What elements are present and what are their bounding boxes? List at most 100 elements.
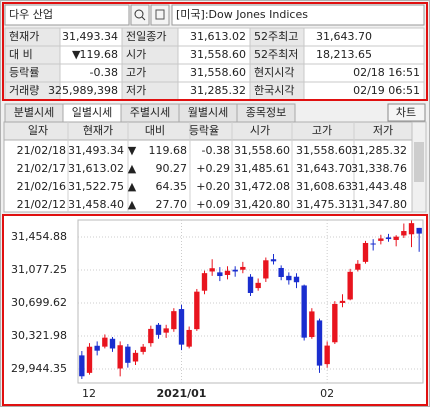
y-tick-label: 30,699.62 (11, 296, 67, 309)
candle-body (178, 309, 185, 345)
quote-value: 02/18 16:51 (353, 66, 420, 79)
daily-cell: 21/02/17 (17, 162, 66, 175)
candle-body (224, 270, 231, 275)
quote-label: 현재가 (9, 30, 39, 43)
daily-cell: ▼ (128, 144, 137, 157)
daily-cell: 31,485.61 (234, 162, 290, 175)
option-icon (155, 9, 165, 20)
x-tick-label: 12 (82, 387, 96, 400)
candle-body (286, 275, 292, 281)
quote-value: 31,493.34 (62, 30, 118, 43)
daily-cell: 31,522.75 (68, 180, 124, 193)
highlight-box (2, 2, 428, 101)
search-icon (141, 16, 146, 21)
candle-body (355, 263, 361, 270)
candle-body (332, 303, 338, 343)
chart-button[interactable] (387, 103, 426, 122)
candle-body (240, 266, 246, 270)
candle-body (370, 243, 376, 245)
daily-cell: 31,613.02 (68, 162, 124, 175)
candle-body (416, 227, 422, 234)
search-button[interactable] (130, 4, 150, 26)
daily-cell: 31,472.08 (234, 180, 290, 193)
candle-body (278, 267, 284, 277)
candle-body (255, 282, 261, 289)
quote-value: 119.68 (80, 48, 119, 61)
daily-cell: ▲ (128, 180, 137, 193)
x-tick-label: 2021/01 (157, 387, 207, 400)
candle-body (102, 337, 108, 347)
daily-cell: 21/02/12 (17, 198, 66, 211)
daily-cell: 31,475.31 (296, 198, 352, 211)
y-tick-label: 30,321.98 (11, 329, 67, 342)
column-header: 고가 (312, 124, 332, 137)
candle-body (140, 346, 146, 352)
quote-label: 고가 (126, 66, 146, 79)
candle-body (316, 320, 323, 366)
daily-cell: 31,558.60 (296, 144, 352, 157)
plot-border (77, 219, 424, 384)
quote-value: 31,558.60 (190, 66, 246, 79)
chart-area (4, 216, 426, 404)
y-tick-label: 31,454.88 (11, 230, 67, 243)
candle-body (232, 269, 238, 272)
highlight-box (2, 214, 428, 406)
candle-body (109, 338, 116, 349)
column-header: 현재가 (83, 124, 113, 137)
tab-label: 월별시세 (188, 106, 228, 119)
quote-label: 한국시각 (254, 84, 294, 97)
candle-body (401, 231, 407, 236)
candle-body (408, 223, 415, 235)
candle-body (293, 276, 300, 283)
daily-cell: 31,338.76 (351, 162, 407, 175)
daily-cell: ▲ (128, 162, 137, 175)
column-header: 시가 (250, 124, 270, 137)
candle-body (125, 346, 131, 363)
candle-body (270, 259, 277, 262)
candle-body (263, 260, 269, 279)
scroll-thumb[interactable] (414, 142, 424, 182)
candle-body (393, 236, 399, 240)
quote-value: 18,213.65 (316, 48, 372, 61)
daily-cell: -0.38 (202, 144, 230, 157)
candle-body (163, 328, 169, 333)
quote-value: 31,613.02 (190, 30, 246, 43)
market-name: [미국]:Dow Jones Indices (176, 8, 308, 21)
candle-body (155, 324, 162, 335)
quote-value: 31,643.70 (316, 30, 372, 43)
column-header: 등락율 (189, 124, 219, 137)
daily-cell: 31,285.32 (351, 144, 407, 157)
candle-body (385, 237, 392, 240)
tab[interactable] (236, 103, 296, 123)
column-header: 일자 (28, 123, 48, 137)
daily-cell: 31,347.80 (351, 198, 407, 211)
daily-cell: ▲ (128, 198, 137, 211)
candle-body (347, 271, 353, 300)
search-input[interactable] (4, 4, 130, 26)
y-tick-label: 29,944.35 (11, 362, 67, 375)
quote-value: 31,285.32 (190, 84, 246, 97)
candle-body (201, 273, 208, 291)
quote-label: 거래량 (9, 84, 39, 97)
quote-label: 52주최고 (254, 30, 298, 43)
daily-cell: 119.68 (149, 144, 188, 157)
daily-cell: +0.29 (196, 162, 230, 175)
daily-cell: 31,643.70 (296, 162, 352, 175)
candle-body (79, 355, 85, 377)
candle-body (324, 345, 330, 365)
market-box (171, 4, 425, 26)
quote-label: 52주최저 (254, 48, 298, 61)
candle-body (301, 285, 307, 338)
quote-label: 현지시각 (254, 66, 294, 79)
quote-label: 등락률 (9, 66, 39, 79)
option-button[interactable] (150, 4, 170, 26)
daily-cell: 90.27 (156, 162, 188, 175)
tab-label: 분별시세 (14, 106, 54, 119)
daily-cell: 31,493.34 (68, 144, 124, 157)
daily-cell: +0.09 (196, 198, 230, 211)
quote-value: -0.38 (90, 66, 118, 79)
daily-cell: 31,420.80 (234, 198, 290, 211)
candle-body (171, 311, 177, 330)
daily-cell: 31,608.63 (296, 180, 352, 193)
